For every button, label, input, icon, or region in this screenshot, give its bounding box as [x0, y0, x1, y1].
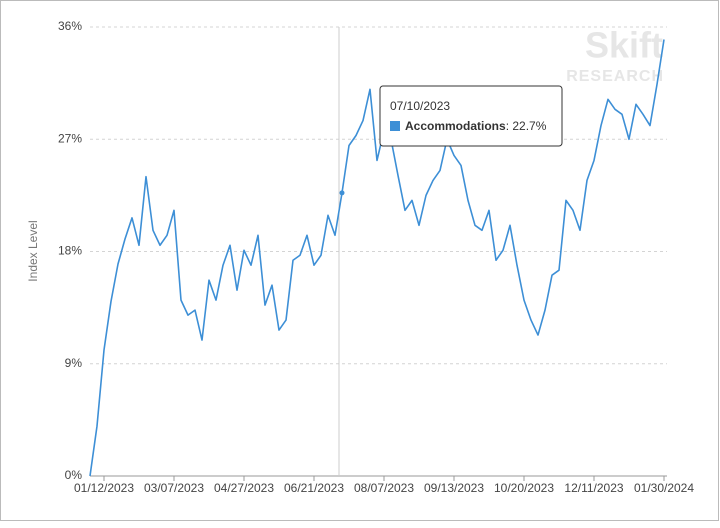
y-tick-label: 18%	[58, 244, 82, 258]
x-tick-label: 01/30/2024	[634, 481, 694, 495]
tooltip-date: 07/10/2023	[390, 99, 450, 113]
watermark-title: Skift	[585, 25, 663, 66]
x-tick-label: 03/07/2023	[144, 481, 204, 495]
x-tick-label: 09/13/2023	[424, 481, 484, 495]
y-tick-label: 0%	[65, 468, 83, 482]
hover-point	[339, 190, 345, 196]
y-axis-label: Index Level	[26, 220, 40, 281]
tooltip-swatch	[390, 121, 400, 131]
tooltip-value: 22.7%	[512, 119, 546, 133]
watermark-subtitle: RESEARCH	[566, 68, 664, 85]
tooltip: 07/10/2023 Accommodations: 22.7%	[379, 85, 563, 147]
y-tick-label: 27%	[58, 131, 82, 145]
tooltip-series: Accommodations	[405, 119, 506, 133]
tooltip-sep: :	[506, 119, 513, 133]
series-line	[89, 39, 665, 477]
x-tick-label: 08/07/2023	[354, 481, 414, 495]
tooltip-text: Accommodations: 22.7%	[405, 119, 547, 133]
tooltip-box	[379, 85, 563, 147]
x-tick-label: 06/21/2023	[284, 481, 344, 495]
x-tick-label: 12/11/2023	[564, 481, 623, 495]
x-tick-label: 04/27/2023	[214, 481, 274, 495]
y-tick-label: 36%	[58, 19, 82, 33]
y-tick-label: 9%	[65, 356, 83, 370]
x-tick-label: 01/12/2023	[74, 481, 134, 495]
x-tick-label: 10/20/2023	[494, 481, 554, 495]
